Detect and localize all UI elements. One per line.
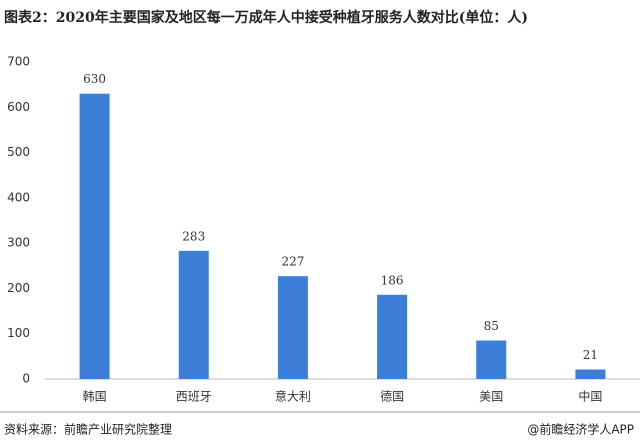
value-label: 85 (484, 319, 499, 333)
x-tick-label: 中国 (578, 389, 602, 404)
value-label: 227 (281, 255, 304, 269)
x-tick-label: 美国 (479, 390, 503, 404)
bar (178, 250, 209, 379)
value-label: 283 (182, 229, 205, 243)
bar (575, 369, 606, 379)
value-label: 630 (83, 72, 106, 86)
y-tick-label: 0 (22, 372, 30, 386)
bar (476, 340, 507, 379)
y-tick-label: 700 (7, 55, 30, 69)
footer-source: 资料来源：前瞻产业研究院整理 (4, 422, 172, 437)
y-tick-label: 600 (7, 100, 30, 114)
x-tick-label: 德国 (380, 389, 404, 404)
chart-title: 图表2：2020年主要国家及地区每一万成年人中接受种植牙服务人数对比(单位：人) (4, 9, 528, 26)
y-tick-label: 300 (7, 236, 30, 250)
y-tick-label: 200 (7, 281, 30, 295)
value-label: 186 (381, 273, 404, 287)
bar (377, 294, 408, 379)
value-label: 21 (583, 348, 598, 362)
y-tick-label: 500 (7, 145, 30, 159)
x-tick-label: 韩国 (83, 389, 107, 404)
x-tick-label: 西班牙 (176, 390, 212, 404)
bar (277, 276, 308, 379)
y-tick-label: 400 (7, 190, 30, 204)
x-tick-label: 意大利 (275, 389, 311, 404)
y-tick-label: 100 (7, 326, 30, 340)
bar (79, 93, 110, 379)
footer-credit: @前瞻经济学人APP (527, 422, 634, 437)
